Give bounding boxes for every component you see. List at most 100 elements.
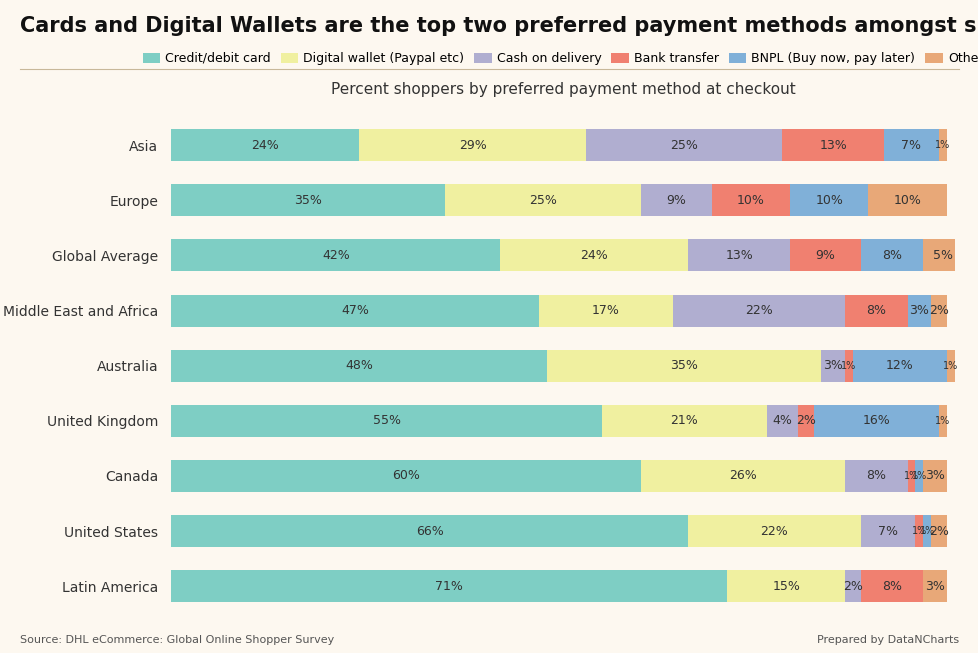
Text: 2%: 2% <box>928 524 948 537</box>
Bar <box>547 350 821 381</box>
Text: 55%: 55% <box>373 414 400 427</box>
Bar <box>586 129 781 161</box>
Text: 13%: 13% <box>819 138 846 151</box>
Bar <box>844 295 907 326</box>
Text: 42%: 42% <box>322 249 349 262</box>
Bar <box>789 240 860 272</box>
Bar <box>860 570 922 602</box>
Bar <box>938 129 946 161</box>
Text: 3%: 3% <box>924 470 944 483</box>
Text: 1%: 1% <box>934 416 950 426</box>
Bar <box>171 184 445 216</box>
Bar <box>922 570 946 602</box>
Legend: Credit/debit card, Digital wallet (Paypal etc), Cash on delivery, Bank transfer,: Credit/debit card, Digital wallet (Paypa… <box>138 47 978 70</box>
Bar <box>813 405 938 437</box>
Text: 8%: 8% <box>866 470 885 483</box>
Text: 29%: 29% <box>459 138 486 151</box>
Bar <box>766 405 797 437</box>
Bar <box>688 515 860 547</box>
Text: 35%: 35% <box>670 359 697 372</box>
Text: 71%: 71% <box>435 580 463 593</box>
Text: 1%: 1% <box>840 360 856 371</box>
Bar <box>171 295 539 326</box>
Text: 7%: 7% <box>901 138 920 151</box>
Bar <box>907 295 930 326</box>
Text: 1%: 1% <box>911 471 926 481</box>
Text: 25%: 25% <box>670 138 697 151</box>
Text: 9%: 9% <box>815 249 834 262</box>
Text: 8%: 8% <box>881 249 901 262</box>
Text: 4%: 4% <box>772 414 791 427</box>
Bar <box>711 184 789 216</box>
Bar <box>445 184 641 216</box>
Bar <box>907 460 914 492</box>
Bar <box>500 240 688 272</box>
Text: 15%: 15% <box>772 580 799 593</box>
Text: 2%: 2% <box>842 580 862 593</box>
Bar <box>601 405 766 437</box>
Bar <box>539 295 672 326</box>
Bar <box>672 295 844 326</box>
Bar <box>844 350 852 381</box>
Text: 8%: 8% <box>881 580 901 593</box>
Text: 47%: 47% <box>341 304 369 317</box>
Bar <box>914 515 922 547</box>
Bar <box>781 129 883 161</box>
Bar <box>821 350 844 381</box>
Bar <box>171 129 359 161</box>
Text: 1%: 1% <box>911 526 926 536</box>
Bar <box>171 570 727 602</box>
Bar <box>860 240 922 272</box>
Bar <box>860 515 914 547</box>
Text: 10%: 10% <box>893 194 920 207</box>
Text: 10%: 10% <box>736 194 764 207</box>
Text: 9%: 9% <box>666 194 686 207</box>
Text: 8%: 8% <box>866 304 885 317</box>
Text: 22%: 22% <box>744 304 772 317</box>
Bar <box>171 460 641 492</box>
Bar <box>171 405 601 437</box>
Text: 35%: 35% <box>294 194 322 207</box>
Bar <box>171 515 688 547</box>
Text: 3%: 3% <box>822 359 842 372</box>
Text: 1%: 1% <box>934 140 950 150</box>
Text: 22%: 22% <box>760 524 787 537</box>
Bar <box>797 405 813 437</box>
Bar <box>938 405 946 437</box>
Bar <box>930 295 946 326</box>
Text: 66%: 66% <box>416 524 443 537</box>
Bar <box>922 240 961 272</box>
Bar <box>359 129 586 161</box>
Bar <box>641 460 844 492</box>
Text: 10%: 10% <box>815 194 842 207</box>
Bar <box>789 184 867 216</box>
Text: 1%: 1% <box>942 360 957 371</box>
Text: 21%: 21% <box>670 414 697 427</box>
Text: 3%: 3% <box>924 580 944 593</box>
Text: 1%: 1% <box>918 526 934 536</box>
Bar <box>171 350 547 381</box>
Text: 13%: 13% <box>725 249 752 262</box>
Text: 2%: 2% <box>928 304 948 317</box>
Text: 16%: 16% <box>862 414 889 427</box>
Text: Cards and Digital Wallets are the top two preferred payment methods amongst shop: Cards and Digital Wallets are the top tw… <box>20 16 978 37</box>
Bar <box>688 240 789 272</box>
Bar <box>852 350 946 381</box>
Text: 25%: 25% <box>529 194 556 207</box>
Text: 26%: 26% <box>729 470 756 483</box>
Bar <box>922 460 946 492</box>
Text: 60%: 60% <box>392 470 420 483</box>
Text: 24%: 24% <box>580 249 607 262</box>
Text: Prepared by DataNCharts: Prepared by DataNCharts <box>817 635 958 645</box>
Bar <box>844 570 860 602</box>
Bar <box>914 460 922 492</box>
Bar <box>727 570 844 602</box>
Text: 48%: 48% <box>345 359 373 372</box>
Bar <box>922 515 930 547</box>
Text: 2%: 2% <box>795 414 815 427</box>
Bar <box>883 129 938 161</box>
Bar <box>946 350 954 381</box>
Bar <box>171 240 500 272</box>
Text: Percent shoppers by preferred payment method at checkout: Percent shoppers by preferred payment me… <box>331 82 794 97</box>
Bar <box>641 184 711 216</box>
